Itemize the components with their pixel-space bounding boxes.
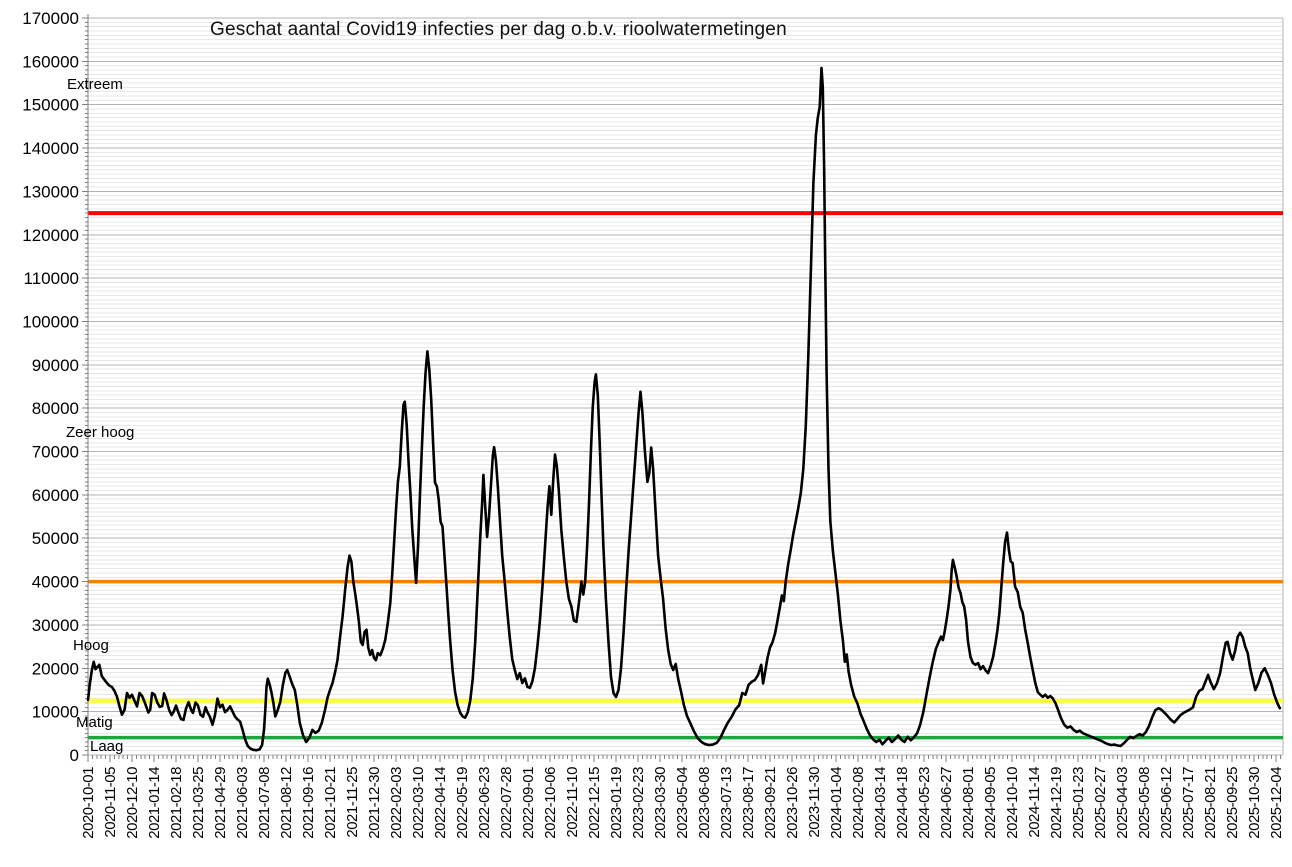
y-tick-label: 170000 (22, 9, 79, 28)
x-tick-label: 2020-10-01 (80, 767, 97, 839)
x-tick-label: 2022-11-10 (564, 767, 581, 838)
y-tick-label: 80000 (32, 399, 79, 418)
y-tick-label: 0 (70, 746, 79, 765)
x-tick-label: 2021-11-25 (344, 767, 361, 838)
y-tick-label: 30000 (32, 616, 79, 635)
x-tick-label: 2024-04-18 (894, 767, 911, 839)
y-tick-label: 50000 (32, 529, 79, 548)
region-labels: Extreem Zeer hoog Hoog Matig Laag (66, 76, 134, 755)
x-tick-label: 2022-12-15 (586, 767, 603, 839)
y-tick-label: 70000 (32, 443, 79, 462)
x-tick-label: 2023-02-23 (630, 767, 647, 839)
x-tick-label: 2023-06-08 (696, 767, 713, 839)
infection-line (86, 66, 1282, 752)
x-tick-label: 2024-11-14 (1026, 767, 1043, 838)
x-tick-label: 2023-10-26 (784, 767, 801, 839)
x-tick-label: 2022-02-03 (388, 767, 405, 839)
x-tick-label: 2021-06-03 (234, 767, 251, 839)
region-label-extreem: Extreem (67, 76, 123, 93)
axes (82, 14, 1281, 762)
x-tick-label: 2022-04-14 (432, 767, 449, 839)
x-tick-label: 2021-12-30 (366, 767, 383, 839)
x-tick-label: 2023-03-30 (652, 767, 669, 839)
region-label-zeer-hoog: Zeer hoog (66, 424, 134, 441)
x-tick-label: 2025-01-23 (1070, 767, 1087, 839)
x-tick-label: 2024-06-27 (938, 767, 955, 839)
region-label-laag: Laag (90, 738, 123, 755)
x-tick-label: 2021-09-16 (300, 767, 317, 839)
x-tick-label: 2020-12-10 (124, 767, 141, 839)
y-tick-label: 60000 (32, 486, 79, 505)
x-tick-label: 2024-03-14 (872, 767, 889, 839)
x-tick-label: 2025-09-25 (1224, 767, 1241, 839)
x-tick-label: 2025-10-30 (1246, 767, 1263, 839)
x-tick-label: 2020-11-05 (102, 767, 119, 838)
x-tick-label: 2022-07-28 (498, 767, 515, 839)
x-tick-label: 2024-10-10 (1004, 767, 1021, 839)
y-tick-label: 160000 (22, 52, 79, 71)
x-tick-label: 2025-04-03 (1114, 767, 1131, 839)
x-tick-label: 2022-05-19 (454, 767, 471, 839)
x-tick-label: 2021-01-14 (146, 767, 163, 839)
x-tick-label: 2024-08-01 (960, 767, 977, 839)
x-tick-label: 2025-08-21 (1202, 767, 1219, 839)
x-tick-label: 2025-05-08 (1136, 767, 1153, 839)
chart-title: Geschat aantal Covid19 infecties per dag… (210, 19, 787, 40)
y-tick-label: 120000 (22, 226, 79, 245)
x-tick-label: 2023-01-19 (608, 767, 625, 839)
x-tick-label: 2025-02-27 (1092, 767, 1109, 839)
y-tick-label: 140000 (22, 139, 79, 158)
x-tick-label: 2023-11-30 (806, 767, 823, 838)
x-tick-label: 2025-07-17 (1180, 767, 1197, 839)
x-tick-label: 2021-07-08 (256, 767, 273, 839)
x-tick-label: 2021-04-29 (212, 767, 229, 839)
x-tick-label: 2023-08-17 (740, 767, 757, 839)
x-tick-label: 2024-02-08 (850, 767, 867, 839)
x-tick-label: 2024-01-04 (828, 767, 845, 839)
region-label-hoog: Hoog (73, 637, 109, 654)
x-tick-label: 2022-06-23 (476, 767, 493, 839)
x-tick-label: 2023-07-13 (718, 767, 735, 839)
x-tick-label: 2025-06-12 (1158, 767, 1175, 839)
y-tick-label: 20000 (32, 659, 79, 678)
x-tick-label: 2024-05-23 (916, 767, 933, 839)
y-tick-label: 130000 (22, 182, 79, 201)
threshold-lines (88, 211, 1283, 740)
x-tick-label: 2021-03-25 (190, 767, 207, 839)
y-tick-label: 110000 (24, 269, 79, 288)
x-tick-label: 2022-09-01 (520, 767, 537, 839)
x-tick-label: 2023-09-21 (762, 767, 779, 839)
x-tick-label: 2021-10-21 (322, 767, 339, 839)
x-tick-label: 2024-12-19 (1048, 767, 1065, 839)
y-tick-label: 40000 (32, 573, 79, 592)
region-label-matig: Matig (76, 714, 113, 731)
x-tick-label: 2023-05-04 (674, 767, 691, 839)
y-tick-label: 90000 (32, 356, 79, 375)
x-tick-label: 2024-09-05 (982, 767, 999, 839)
x-tick-label: 2022-03-10 (410, 767, 427, 839)
x-tick-label: 2025-12-04 (1268, 767, 1285, 839)
y-tick-label: 150000 (22, 96, 79, 115)
x-axis-labels: 2020-10-01 2020-11-05 2020-12-10 2021-01-14… (80, 767, 1285, 839)
y-axis-labels: 0 10000 20000 30000 40000 50000 60000 70000 8000… (22, 9, 79, 765)
y-tick-label: 10000 (32, 703, 79, 722)
x-tick-label: 2021-02-18 (168, 767, 185, 839)
gridlines (88, 17, 1284, 756)
y-tick-label: 100000 (22, 312, 79, 331)
x-tick-label: 2021-08-12 (278, 767, 295, 839)
x-tick-label: 2022-10-06 (542, 767, 559, 839)
